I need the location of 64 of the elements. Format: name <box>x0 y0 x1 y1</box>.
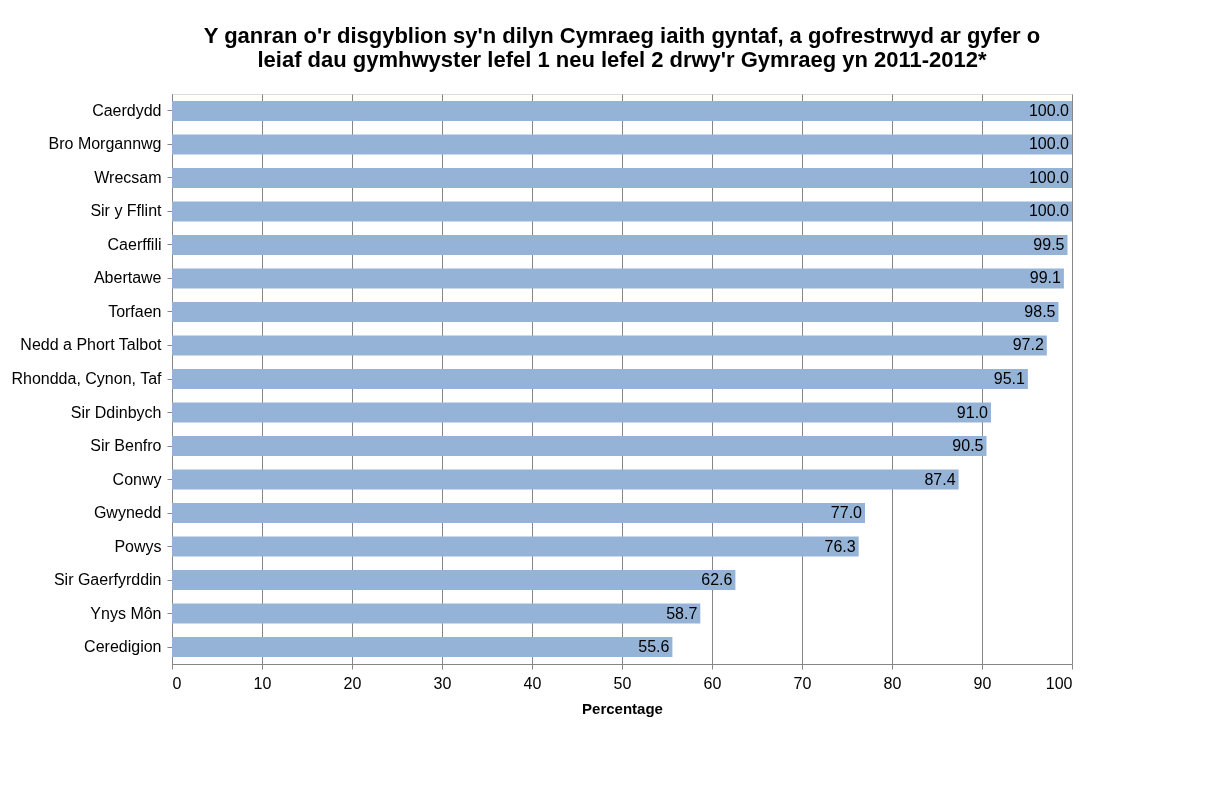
bar <box>172 167 1072 188</box>
y-tick-label: Torfaen <box>108 302 162 320</box>
bar <box>172 469 959 490</box>
x-tick-label: 10 <box>253 674 272 692</box>
y-tick-label: Caerffili <box>107 235 162 253</box>
data-label: 100.0 <box>1028 101 1070 119</box>
x-tick-label: 60 <box>703 674 722 692</box>
y-tick-label: Sir Gaerfyrddin <box>53 571 162 589</box>
data-label: 99.1 <box>1029 269 1061 287</box>
chart-title: Y ganran o'r disgyblion sy'n dilyn Cymraeg iaith gyntaf, a gofrestrwyd ar gyfer o leiaf dau gymhwyster lefel 1 neu lefel 2 drwy'r Gymraeg yn 2011-2012* <box>203 23 1041 72</box>
bar <box>172 570 736 591</box>
data-label: 98.5 <box>1024 302 1056 320</box>
bar <box>172 536 859 557</box>
x-tick-label: 70 <box>793 674 812 692</box>
bar <box>172 201 1072 222</box>
data-label: 76.3 <box>824 537 856 555</box>
data-label: 100.0 <box>1028 135 1070 153</box>
x-tick-label: 80 <box>883 674 902 692</box>
y-tick-label: Bro Morgannwg <box>48 135 162 153</box>
bar <box>172 402 991 423</box>
bar <box>172 268 1064 289</box>
data-label: 99.5 <box>1033 235 1065 253</box>
y-tick-label: Powys <box>114 537 162 555</box>
data-label: 95.1 <box>993 370 1025 387</box>
data-label: 62.6 <box>701 571 733 589</box>
x-tick-label: 0 <box>172 674 182 692</box>
y-tick-label: Ceredigion <box>84 638 162 656</box>
x-tick-label: 100 <box>1045 674 1073 692</box>
data-label: 90.5 <box>952 437 984 455</box>
y-tick-label: Ynys Môn <box>90 604 162 622</box>
data-label: 87.4 <box>924 470 956 488</box>
y-tick-label: Wrecsam <box>94 168 162 186</box>
y-tick-label: Sir Ddinbych <box>70 403 162 421</box>
bar <box>172 369 1028 389</box>
y-tick-label: Sir y Fflint <box>90 202 163 220</box>
data-label: 100.0 <box>1028 202 1070 220</box>
y-tick-label: Sir Benfro <box>90 437 162 455</box>
y-tick-label: Abertawe <box>93 269 162 287</box>
x-tick-label: 20 <box>343 674 362 692</box>
x-axis-title: Percentage <box>582 699 663 717</box>
bar <box>172 503 865 524</box>
y-tick-label: Nedd a Phort Talbot <box>20 336 163 354</box>
y-tick-label: Rhondda, Cynon, Taf <box>11 370 163 387</box>
y-tick-label: Gwynedd <box>93 504 162 522</box>
y-tick-label: Caerdydd <box>92 101 162 119</box>
data-label: 97.2 <box>1012 336 1044 354</box>
bar <box>172 436 987 457</box>
x-tick-label: 50 <box>613 674 632 692</box>
x-tick-label: 40 <box>523 674 542 692</box>
bar <box>172 335 1047 356</box>
bar <box>172 603 701 624</box>
data-label: 55.6 <box>638 638 670 656</box>
data-label: 91.0 <box>956 403 989 421</box>
bar <box>172 234 1068 255</box>
bar <box>172 637 673 658</box>
bar <box>172 301 1059 322</box>
x-tick-label: 90 <box>973 674 992 692</box>
bar <box>172 100 1072 121</box>
data-label: 100.0 <box>1028 168 1070 186</box>
data-label: 77.0 <box>830 504 863 522</box>
bar <box>172 134 1072 155</box>
data-label: 58.7 <box>666 604 698 622</box>
x-tick-label: 30 <box>433 674 452 692</box>
y-tick-label: Conwy <box>112 470 162 488</box>
